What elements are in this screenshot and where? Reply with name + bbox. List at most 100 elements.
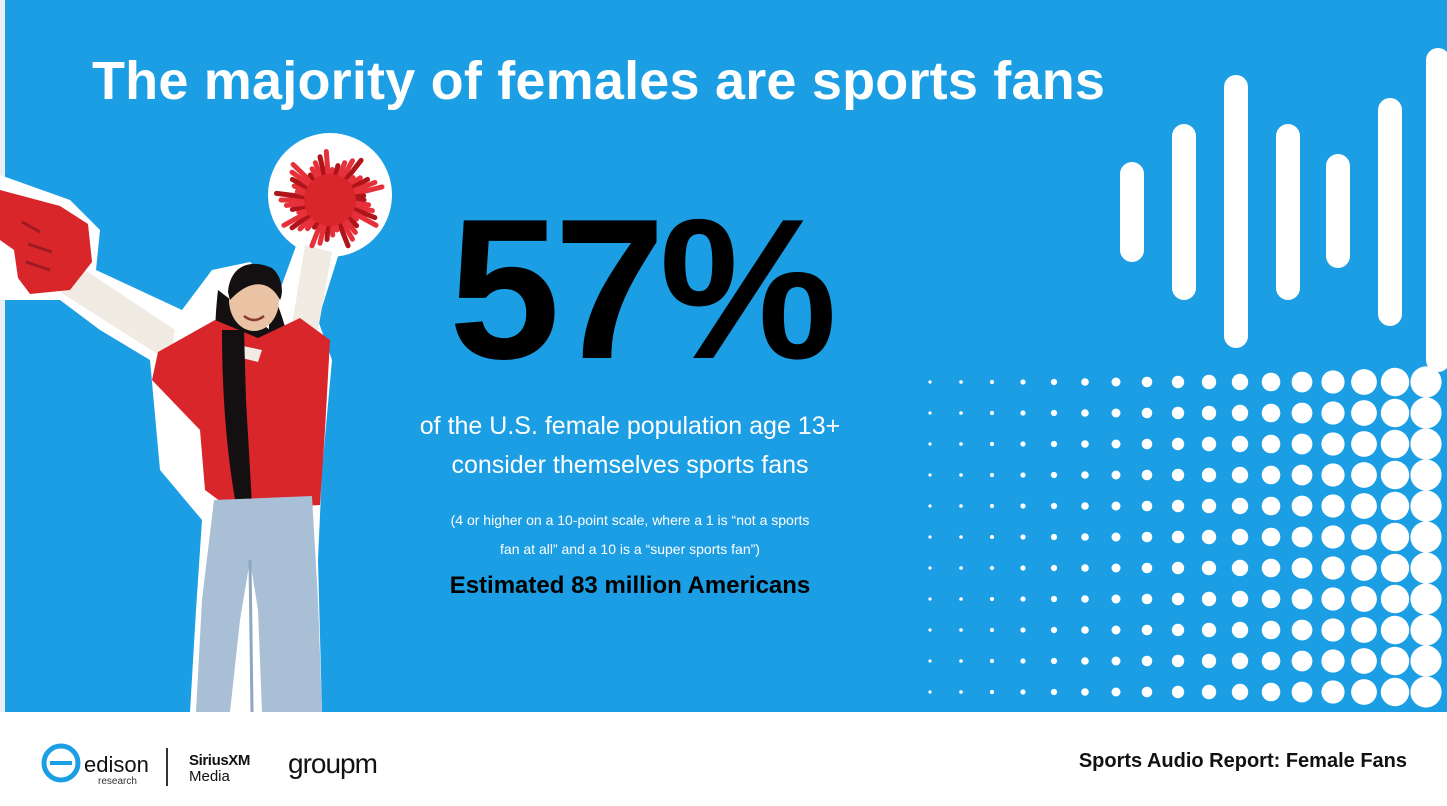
halftone-dot <box>1291 433 1313 455</box>
halftone-dot <box>928 504 932 508</box>
halftone-dot <box>1321 432 1345 456</box>
halftone-dot <box>1410 366 1442 398</box>
halftone-dot <box>1351 369 1377 395</box>
halftone-dot <box>1351 586 1377 612</box>
scale-note: (4 or higher on a 10-point scale, where … <box>400 506 860 564</box>
halftone-dot <box>1351 400 1377 426</box>
halftone-dot <box>1231 404 1249 422</box>
halftone-dot <box>1201 374 1217 390</box>
halftone-dot <box>959 504 963 508</box>
halftone-dot <box>1020 689 1026 695</box>
halftone-dot <box>1020 627 1026 633</box>
halftone-dot <box>1050 657 1058 665</box>
halftone-dot <box>1141 531 1153 543</box>
halftone-dot <box>928 411 932 415</box>
halftone-dot <box>1261 651 1281 671</box>
halftone-dot <box>959 442 963 446</box>
halftone-dot <box>1171 592 1185 606</box>
halftone-dot <box>1141 469 1153 481</box>
halftone-dot <box>1321 618 1345 642</box>
halftone-dot <box>1171 468 1185 482</box>
halftone-dot <box>1261 434 1281 454</box>
halftone-dot <box>1261 527 1281 547</box>
halftone-dot <box>1321 649 1345 673</box>
halftone-dot <box>1291 681 1313 703</box>
halftone-dot <box>1380 522 1410 552</box>
halftone-dot <box>989 503 995 509</box>
halftone-dot <box>1201 467 1217 483</box>
halftone-dot <box>989 689 995 695</box>
halftone-dot <box>989 565 995 571</box>
halftone-dot <box>1291 402 1313 424</box>
halftone-dot <box>959 566 963 570</box>
halftone-dot <box>1171 406 1185 420</box>
halftone-dot <box>1380 367 1410 397</box>
halftone-dot <box>1111 501 1121 511</box>
halftone-dot <box>1111 687 1121 697</box>
halftone-dot <box>1291 619 1313 641</box>
halftone-dot <box>1050 533 1058 541</box>
halftone-dot <box>989 441 995 447</box>
halftone-dot <box>928 380 932 384</box>
halftone-dot <box>1171 530 1185 544</box>
halftone-dot <box>1321 370 1345 394</box>
siriusxm-logo-text: SiriusXM <box>189 752 250 769</box>
halftone-dot <box>1050 595 1058 603</box>
halftone-dot <box>1410 552 1442 584</box>
halftone-dot <box>1141 376 1153 388</box>
halftone-dot <box>1380 491 1410 521</box>
halftone-dot <box>1020 565 1026 571</box>
halftone-dot <box>989 596 995 602</box>
halftone-dot <box>1020 379 1026 385</box>
halftone-dot <box>959 411 963 415</box>
halftone-dot <box>989 658 995 664</box>
halftone-dot <box>1020 596 1026 602</box>
halftone-dot <box>1111 377 1121 387</box>
sound-wave-bar <box>1172 124 1196 300</box>
foam-finger-icon <box>0 190 92 294</box>
halftone-dot <box>1351 617 1377 643</box>
right-arm <box>292 245 332 330</box>
cheering-woman-image <box>0 133 392 712</box>
halftone-dot <box>1050 409 1058 417</box>
halftone-dot <box>1231 652 1249 670</box>
note-line-2: fan at all” and a 10 is a “super sports … <box>500 541 760 557</box>
halftone-dot <box>1231 497 1249 515</box>
halftone-dot <box>1231 466 1249 484</box>
halftone-dot <box>1081 688 1089 696</box>
halftone-dot <box>1050 502 1058 510</box>
halftone-dot <box>1141 624 1153 636</box>
halftone-dot <box>1231 435 1249 453</box>
stat-description: of the U.S. female population age 13+ co… <box>360 407 900 485</box>
halftone-dot <box>1081 409 1089 417</box>
halftone-dot <box>1020 472 1026 478</box>
halftone-dot <box>1291 371 1313 393</box>
halftone-dot <box>1081 595 1089 603</box>
halftone-dot <box>1291 526 1313 548</box>
sound-wave-bar <box>1276 124 1300 300</box>
halftone-dot <box>928 535 932 539</box>
halftone-dot <box>1050 471 1058 479</box>
halftone-dot <box>1111 532 1121 542</box>
sound-wave-decoration <box>928 48 1447 708</box>
halftone-dot <box>1081 626 1089 634</box>
halftone-dot <box>1321 587 1345 611</box>
halftone-dot <box>1410 676 1442 708</box>
halftone-dot <box>1081 564 1089 572</box>
pom-pom-core <box>304 174 356 226</box>
halftone-dot <box>1351 679 1377 705</box>
left-edge <box>0 0 5 712</box>
halftone-dot <box>1261 403 1281 423</box>
halftone-dot <box>1141 655 1153 667</box>
halftone-dot <box>1111 439 1121 449</box>
halftone-dot <box>989 410 995 416</box>
sound-wave-bar <box>1120 162 1144 262</box>
halftone-dot <box>1410 490 1442 522</box>
halftone-dot <box>1141 500 1153 512</box>
halftone-dot <box>1231 683 1249 701</box>
halftone-dot <box>1201 653 1217 669</box>
halftone-dot <box>1231 528 1249 546</box>
halftone-dot <box>1380 646 1410 676</box>
halftone-dot <box>1111 563 1121 573</box>
